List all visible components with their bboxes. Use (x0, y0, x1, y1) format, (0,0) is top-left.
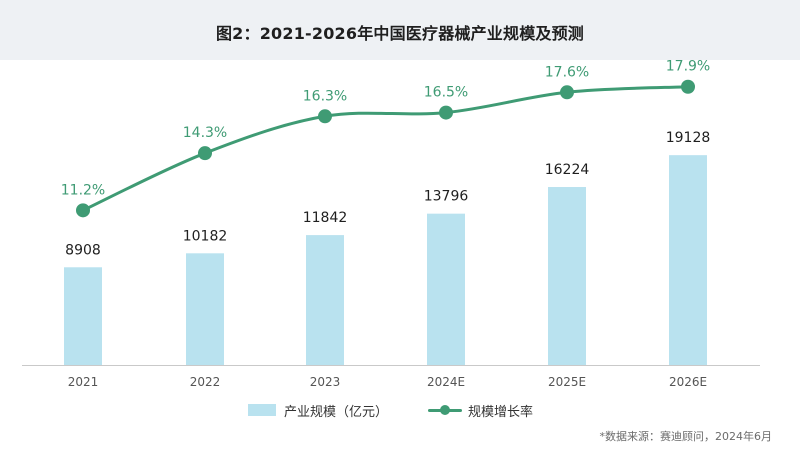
growth-rate-line (81, 85, 690, 212)
growth-rate-point (681, 79, 695, 94)
x-tick-label: 2022 (190, 375, 221, 389)
legend-item-bar: 产业规模（亿元） (248, 401, 388, 420)
bar (548, 187, 586, 365)
growth-rate-label: 16.5% (424, 85, 468, 101)
growth-rate-point (560, 85, 574, 100)
x-tick-label: 2025E (548, 375, 586, 389)
bar-value-label: 19128 (666, 130, 711, 146)
x-tick-label: 2026E (669, 375, 707, 389)
bar (427, 213, 465, 365)
bar (669, 155, 707, 365)
bar-value-label: 8908 (65, 242, 101, 258)
legend-label-line: 规模增长率 (468, 404, 534, 420)
growth-rate-point (439, 105, 453, 120)
title-band (0, 0, 800, 60)
legend-label-bar: 产业规模（亿元） (284, 404, 389, 420)
growth-rate-point (198, 146, 212, 161)
bar (186, 253, 224, 365)
x-tick-label: 2021 (68, 375, 99, 389)
growth-rate-point (76, 203, 90, 218)
growth-rate-label: 17.6% (545, 64, 589, 80)
source-note: *数据来源：赛迪顾问，2024年6月 (599, 430, 773, 443)
bar-value-label: 11842 (303, 210, 348, 226)
bar-value-label: 10182 (183, 228, 228, 244)
x-tick-label: 2023 (310, 375, 341, 389)
bar-value-label: 13796 (424, 189, 469, 205)
chart-legend: 产业规模（亿元） 规模增长率 (248, 401, 573, 420)
growth-rate-label: 14.3% (183, 125, 227, 141)
chart-title: 图2：2021-2026年中国医疗器械产业规模及预测 (215, 24, 585, 43)
growth-rate-label: 17.9% (666, 59, 710, 75)
bar-value-label: 16224 (545, 162, 590, 178)
legend-swatch-line (428, 404, 463, 416)
legend-item-line: 规模增长率 (428, 401, 533, 420)
bar (306, 235, 344, 365)
growth-rate-label: 16.3% (303, 88, 347, 104)
bar (64, 267, 102, 365)
growth-rate-point (318, 109, 332, 124)
growth-rate-label: 11.2% (61, 182, 105, 198)
legend-swatch-bar (248, 404, 276, 416)
x-tick-label: 2024E (427, 375, 465, 389)
